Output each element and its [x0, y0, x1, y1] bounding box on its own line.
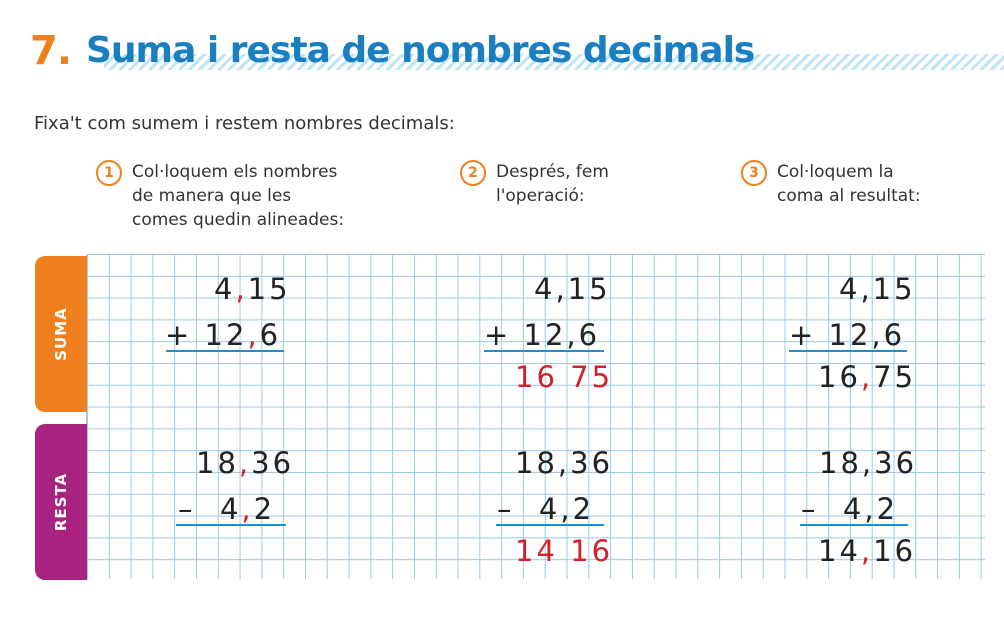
subtrahend: – 4,2 [178, 492, 276, 526]
difference-underline [496, 524, 604, 526]
step-1: 1 Col·loquem els nombres de manera que l… [96, 160, 344, 232]
sum-underline [484, 350, 604, 352]
subtrahend: – 4,2 [801, 492, 899, 526]
tab-label: SUMA [52, 307, 70, 361]
difference-underline [800, 524, 908, 526]
step-2: 2 Després, fem l'operació: [460, 160, 609, 208]
addend-2: + 12,6 [789, 318, 906, 352]
tab-suma: SUMA [35, 256, 87, 412]
difference-result: 14 16 [515, 534, 614, 568]
addend-1: 4,15 [534, 272, 611, 306]
sum-underline [789, 350, 907, 352]
title-text: Suma i resta de nombres decimals [86, 30, 755, 71]
sum-result: 16 75 [515, 360, 614, 394]
step-number-badge: 1 [96, 160, 122, 186]
minuend: 18,36 [196, 446, 295, 480]
step-text: Col·loquem la coma al resultat: [777, 162, 921, 206]
title-number: 7. [30, 28, 72, 74]
difference-underline [176, 524, 286, 526]
addend-2: + 12,6 [165, 318, 282, 352]
sum-underline [166, 350, 284, 352]
step-number-badge: 2 [460, 160, 486, 186]
step-text: Després, fem l'operació: [496, 162, 609, 206]
tab-label: RESTA [52, 472, 70, 532]
title-stripe-band [104, 54, 1004, 70]
addend-1: 4,15 [214, 272, 291, 306]
difference-result: 14,16 [818, 534, 917, 568]
tab-resta: RESTA [35, 424, 87, 580]
page-title: 7. Suma i resta de nombres decimals [30, 28, 1004, 78]
minuend: 18,36 [819, 446, 918, 480]
step-number-badge: 3 [741, 160, 767, 186]
sum-result: 16,75 [818, 360, 917, 394]
step-3: 3 Col·loquem la coma al resultat: [741, 160, 921, 208]
addend-1: 4,15 [839, 272, 916, 306]
intro-text: Fixa't com sumem i restem nombres decima… [34, 113, 455, 134]
step-text: Col·loquem els nombres de manera que les… [132, 162, 345, 230]
minuend: 18,36 [515, 446, 614, 480]
addend-2: + 12,6 [484, 318, 601, 352]
subtrahend: – 4,2 [497, 492, 595, 526]
